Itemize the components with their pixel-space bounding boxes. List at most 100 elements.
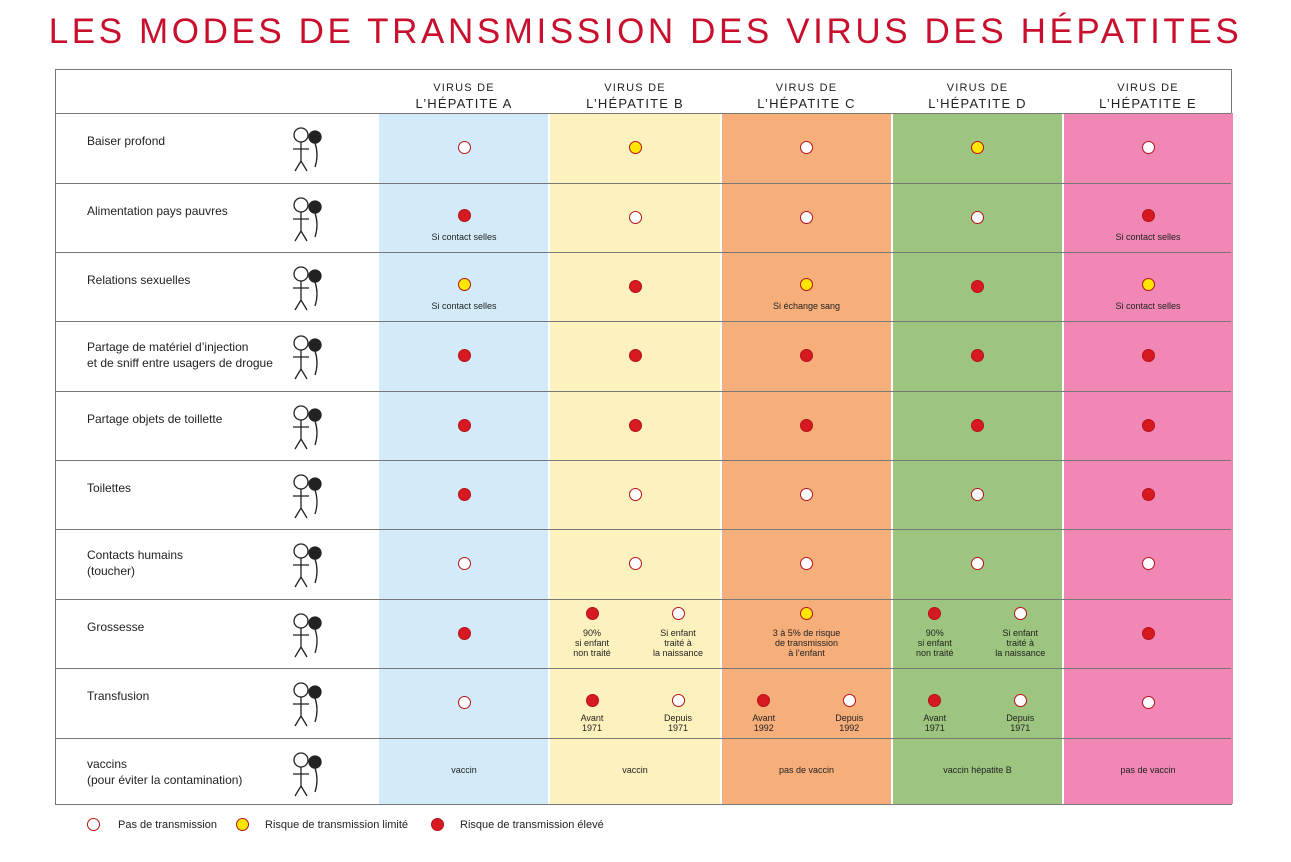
- risk-item: [1078, 627, 1218, 640]
- risk-dot-high: [457, 488, 471, 501]
- risk-item: [1078, 141, 1218, 154]
- header-line1: VIRUS DE: [604, 82, 666, 94]
- risk-dot-high: [1141, 627, 1155, 640]
- row-divider: [56, 252, 1231, 253]
- risk-dot-none: [457, 557, 471, 570]
- legend-item-low: Risque de transmission limité: [236, 818, 408, 831]
- cell-c: [721, 557, 892, 570]
- risk-note: 90% si enfant non traité: [573, 628, 611, 658]
- vaccine-status: vaccin: [622, 765, 648, 775]
- legend-dot-none: [87, 818, 100, 831]
- risk-dot-high: [971, 419, 984, 432]
- risk-dot-none: [1141, 696, 1155, 709]
- row-divider: [56, 113, 1231, 114]
- row-divider: [56, 321, 1231, 322]
- risk-item: [394, 557, 534, 570]
- risk-dot-none: [457, 696, 471, 709]
- couple-icon: [281, 262, 331, 312]
- column-header-d: VIRUS DE L’HÉPATITE D: [892, 70, 1063, 113]
- risk-dot-none: [971, 211, 984, 224]
- risk-item: [737, 557, 877, 570]
- risk-item: [1078, 419, 1218, 432]
- risk-dot-none: [800, 557, 813, 570]
- risk-item: [737, 141, 877, 154]
- toilet-icon: [281, 470, 331, 520]
- risk-note: Avant 1992: [752, 713, 776, 733]
- risk-item: [908, 141, 1048, 154]
- risk-dot-low: [971, 141, 984, 154]
- risk-dot-high: [457, 209, 471, 222]
- risk-dot-low: [800, 278, 813, 291]
- risk-note: Si contact selles: [431, 232, 497, 242]
- row-label: Alimentation pays pauvres: [87, 204, 228, 218]
- row-divider: [56, 599, 1231, 600]
- legend-label: Pas de transmission: [118, 818, 218, 831]
- column-bg-e: [1063, 113, 1233, 804]
- risk-dot-none: [800, 141, 813, 154]
- column-header-a: VIRUS DE L’HÉPATITE A: [379, 70, 549, 113]
- risk-dot-high: [628, 280, 642, 293]
- legend-item-high: Risque de transmission élevé: [431, 818, 604, 831]
- risk-item: [1078, 488, 1218, 501]
- page-title: LES MODES DE TRANSMISSION DES VIRUS DES …: [48, 12, 1243, 51]
- risk-item: Depuis 1992: [809, 694, 889, 733]
- row-label: Relations sexuelles: [87, 273, 191, 287]
- risk-item: [565, 211, 705, 224]
- cell-a: [379, 141, 549, 154]
- risk-item: [908, 419, 1048, 432]
- risk-note: Si contact selles: [1115, 301, 1181, 311]
- risk-dot-high: [971, 280, 984, 293]
- risk-item: Si échange sang: [737, 278, 877, 311]
- column-header-c: VIRUS DE L’HÉPATITE C: [721, 70, 892, 113]
- risk-item: [908, 280, 1048, 293]
- cell-b: [549, 141, 721, 154]
- risk-item: [737, 349, 877, 362]
- column-divider: [548, 113, 550, 804]
- risk-item: Avant 1971: [552, 694, 632, 733]
- header-line2: L’HÉPATITE B: [586, 96, 684, 111]
- vaccine-status: vaccin: [451, 765, 477, 775]
- risk-note: 90% si enfant non traité: [915, 628, 954, 658]
- risk-item: [1078, 349, 1218, 362]
- cell-a: Si contact selles: [379, 278, 549, 311]
- vaccine-status: vaccin hépatite B: [943, 765, 1012, 775]
- risk-note: 3 à 5% de risque de transmission à l’enf…: [772, 628, 841, 658]
- cell-e: Si contact selles: [1063, 209, 1233, 242]
- risk-item: Si contact selles: [394, 278, 534, 311]
- cell-e: Si contact selles: [1063, 278, 1233, 311]
- risk-dot-high: [928, 694, 942, 707]
- cell-d: Avant 1971 Depuis 1971: [892, 694, 1063, 733]
- risk-dot-none: [1141, 141, 1155, 154]
- risk-item: [737, 419, 877, 432]
- risk-item: [908, 557, 1048, 570]
- risk-dot-none: [842, 694, 856, 707]
- cell-d: [892, 141, 1063, 154]
- cell-e: [1063, 141, 1233, 154]
- header-line1: VIRUS DE: [433, 82, 495, 94]
- header-line2: L’HÉPATITE A: [415, 96, 513, 111]
- cell-c: [721, 488, 892, 501]
- risk-item: [908, 349, 1048, 362]
- cell-d: [892, 419, 1063, 432]
- risk-note: Si enfant traité à la naissance: [995, 628, 1046, 658]
- risk-dot-low: [1141, 278, 1155, 291]
- row-divider: [56, 738, 1231, 739]
- risk-dot-none: [628, 557, 642, 570]
- header-line2: L’HÉPATITE C: [757, 96, 856, 111]
- risk-note: Si contact selles: [431, 301, 497, 311]
- column-header-b: VIRUS DE L’HÉPATITE B: [549, 70, 721, 113]
- risk-dot-low: [628, 141, 642, 154]
- cell-e: [1063, 557, 1233, 570]
- column-divider: [891, 113, 893, 804]
- legend-label: Risque de transmission limité: [265, 818, 409, 831]
- header-line1: VIRUS DE: [1117, 82, 1179, 94]
- row-label: Toilettes: [87, 481, 132, 495]
- cell-b: [549, 349, 721, 362]
- row-label: Grossesse: [87, 620, 145, 634]
- cell-e: [1063, 419, 1233, 432]
- cell-c: [721, 141, 892, 154]
- risk-item: Si contact selles: [394, 209, 534, 242]
- risk-item: [565, 141, 705, 154]
- risk-item: Si contact selles: [1078, 209, 1218, 242]
- cell-a: [379, 349, 549, 362]
